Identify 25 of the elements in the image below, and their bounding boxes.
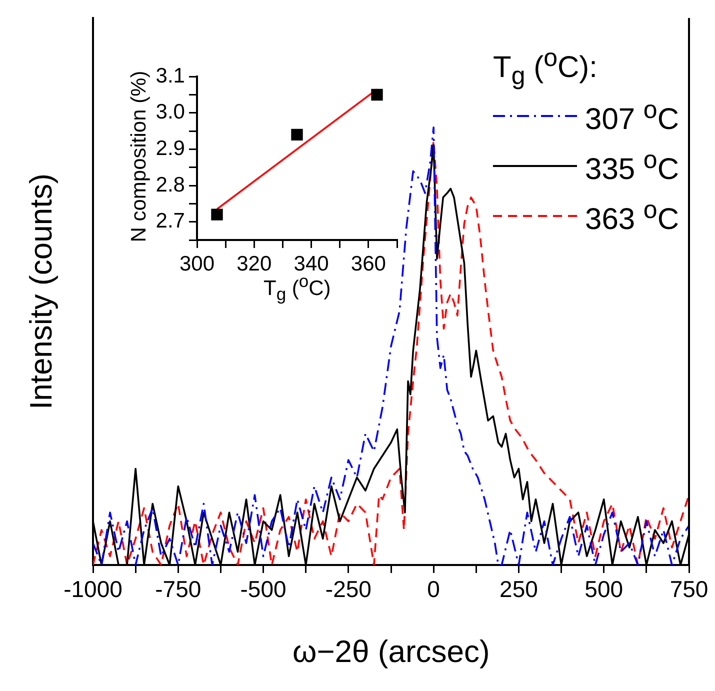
- y-tick-label: 3.0: [156, 100, 185, 124]
- legend-label: 335 $^{o}$C: [585, 146, 679, 186]
- legend-title: T$_{g}$ ($^{o}$C):: [493, 44, 598, 91]
- x-tick-label: -750: [155, 576, 202, 602]
- point: [371, 88, 383, 101]
- x-tick-label: 250: [500, 576, 538, 602]
- y-tick-label: 3.1: [156, 64, 185, 88]
- x-tick-label: 300: [179, 252, 215, 276]
- x-axis-title: ω−2θ (arcsec): [292, 634, 490, 668]
- point: [291, 128, 303, 141]
- y-tick-label: 2.9: [156, 137, 185, 160]
- x-tick-label: 0: [427, 576, 440, 602]
- x-tick-label: -1000: [64, 576, 122, 602]
- x-tick-label: 500: [584, 576, 624, 602]
- x-tick-label: 360: [350, 252, 386, 276]
- x-tick-label: -500: [240, 576, 286, 602]
- x-tick-label: -250: [325, 576, 372, 602]
- y-tick-label: 2.8: [156, 173, 185, 196]
- x-tick-label: 750: [670, 576, 708, 602]
- y-axis-title: N composition (%): [127, 70, 150, 242]
- point: [211, 208, 223, 220]
- legend-label: 363 $^{o}$C: [585, 196, 679, 236]
- legend-label: 307 $^{o}$C: [585, 96, 679, 136]
- y-tick-label: 2.7: [156, 210, 185, 233]
- y-axis-title: Intensity (counts): [24, 173, 59, 410]
